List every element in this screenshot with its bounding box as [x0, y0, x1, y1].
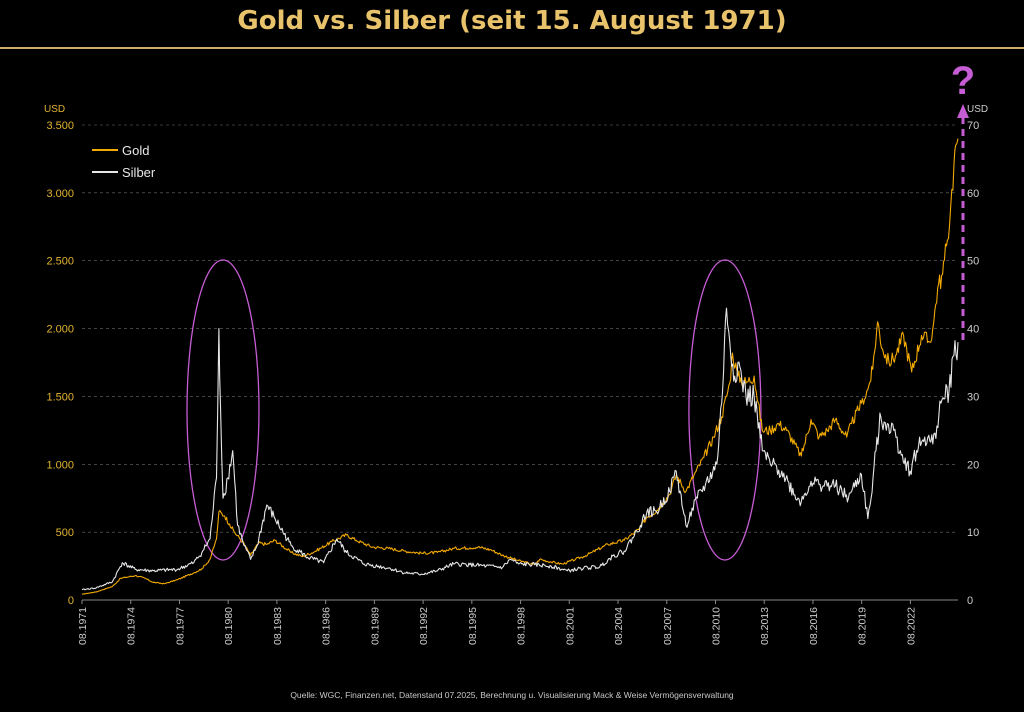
highlight-ellipses	[186, 259, 762, 561]
y-axis-right: 0 10 20 30 40 50 60 70 USD	[967, 104, 988, 607]
x-tick-label: 08.1980	[223, 607, 235, 645]
y-left-tick-label: 3.000	[46, 188, 74, 200]
x-tick-label: 08.2004	[613, 607, 625, 645]
y-left-tick-label: 3.500	[46, 120, 74, 132]
y-right-unit: USD	[967, 104, 988, 115]
question-mark-annotation: ?	[951, 59, 975, 103]
x-tick-label: 08.1974	[126, 607, 138, 645]
y-right-tick-label: 40	[967, 324, 979, 336]
x-tick-label: 08.1995	[467, 607, 479, 645]
series-line-gold	[81, 138, 959, 595]
y-right-tick-label: 10	[967, 527, 979, 539]
x-tick-label: 08.2013	[759, 607, 771, 645]
series-lines	[81, 138, 959, 595]
annotation-arrow	[957, 104, 969, 340]
x-tick-label: 08.1971	[77, 607, 89, 645]
y-left-tick-label: 2.000	[46, 324, 74, 336]
highlight-ellipse-2011	[688, 259, 762, 561]
y-right-tick-label: 50	[967, 256, 979, 268]
chart-title: Gold vs. Silber (seit 15. August 1971)	[237, 6, 787, 36]
y-right-tick-label: 20	[967, 459, 979, 471]
y-right-tick-label: 30	[967, 391, 979, 403]
x-tick-label: 08.1998	[516, 607, 528, 645]
source-note: Quelle: WGC, Finanzen.net, Datenstand 07…	[290, 690, 734, 700]
x-tick-label: 08.2001	[564, 607, 576, 645]
y-left-tick-label: 500	[56, 527, 74, 539]
y-left-tick-label: 1.500	[46, 391, 74, 403]
y-left-tick-label: 1.000	[46, 459, 74, 471]
x-tick-label: 08.2010	[710, 607, 722, 645]
legend: Gold Silber	[92, 143, 156, 180]
y-left-tick-label: 2.500	[46, 256, 74, 268]
legend-label-silber: Silber	[122, 165, 156, 180]
x-axis: 08.1971 08.1974 08.1977 08.1980 08.1983 08.19…	[77, 600, 917, 645]
arrow-head	[957, 104, 969, 118]
x-tick-label: 08.2019	[857, 607, 869, 645]
series-line-silber	[81, 307, 959, 591]
y-right-tick-label: 60	[967, 188, 979, 200]
x-tick-label: 08.2007	[662, 607, 674, 645]
y-right-tick-label: 0	[967, 595, 973, 607]
x-tick-label: 08.1983	[272, 607, 284, 645]
x-tick-label: 08.1989	[369, 607, 381, 645]
title-divider	[0, 47, 1024, 49]
legend-label-gold: Gold	[122, 143, 149, 158]
y-axis-left: 0 500 1.000 1.500 2.000 2.500 3.000 3.500 USD	[44, 104, 74, 607]
x-tick-label: 08.1977	[174, 607, 186, 645]
y-left-unit: USD	[44, 104, 65, 115]
y-right-tick-label: 70	[967, 120, 979, 132]
x-tick-label: 08.2016	[808, 607, 820, 645]
y-left-tick-label: 0	[68, 595, 74, 607]
x-tick-label: 08.1992	[418, 607, 430, 645]
grid-lines	[82, 124, 958, 601]
x-tick-label: 08.2022	[905, 607, 917, 645]
highlight-ellipse-1980	[186, 259, 260, 561]
x-tick-label: 08.1986	[321, 607, 333, 645]
